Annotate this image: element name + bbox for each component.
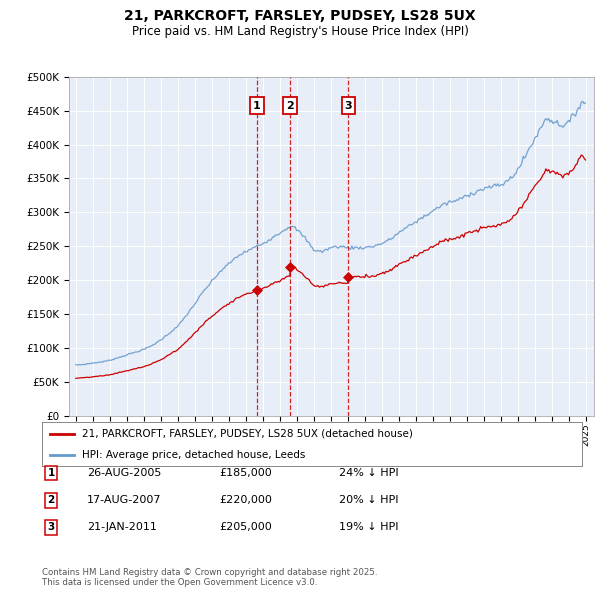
Text: £185,000: £185,000 (219, 468, 272, 478)
Text: 1: 1 (253, 100, 260, 110)
Text: 21-JAN-2011: 21-JAN-2011 (87, 523, 157, 532)
Text: Contains HM Land Registry data © Crown copyright and database right 2025.
This d: Contains HM Land Registry data © Crown c… (42, 568, 377, 587)
Text: 2: 2 (287, 100, 294, 110)
Text: Price paid vs. HM Land Registry's House Price Index (HPI): Price paid vs. HM Land Registry's House … (131, 25, 469, 38)
Text: 24% ↓ HPI: 24% ↓ HPI (339, 468, 398, 478)
Text: 17-AUG-2007: 17-AUG-2007 (87, 496, 161, 505)
Text: 1: 1 (47, 468, 55, 478)
Text: 21, PARKCROFT, FARSLEY, PUDSEY, LS28 5UX (detached house): 21, PARKCROFT, FARSLEY, PUDSEY, LS28 5UX… (83, 429, 413, 439)
Text: 20% ↓ HPI: 20% ↓ HPI (339, 496, 398, 505)
Text: 3: 3 (344, 100, 352, 110)
Text: 26-AUG-2005: 26-AUG-2005 (87, 468, 161, 478)
Text: £205,000: £205,000 (219, 523, 272, 532)
Text: 3: 3 (47, 523, 55, 532)
Text: 2: 2 (47, 496, 55, 505)
Text: £220,000: £220,000 (219, 496, 272, 505)
Text: 19% ↓ HPI: 19% ↓ HPI (339, 523, 398, 532)
Text: 21, PARKCROFT, FARSLEY, PUDSEY, LS28 5UX: 21, PARKCROFT, FARSLEY, PUDSEY, LS28 5UX (124, 9, 476, 23)
Text: HPI: Average price, detached house, Leeds: HPI: Average price, detached house, Leed… (83, 450, 306, 460)
